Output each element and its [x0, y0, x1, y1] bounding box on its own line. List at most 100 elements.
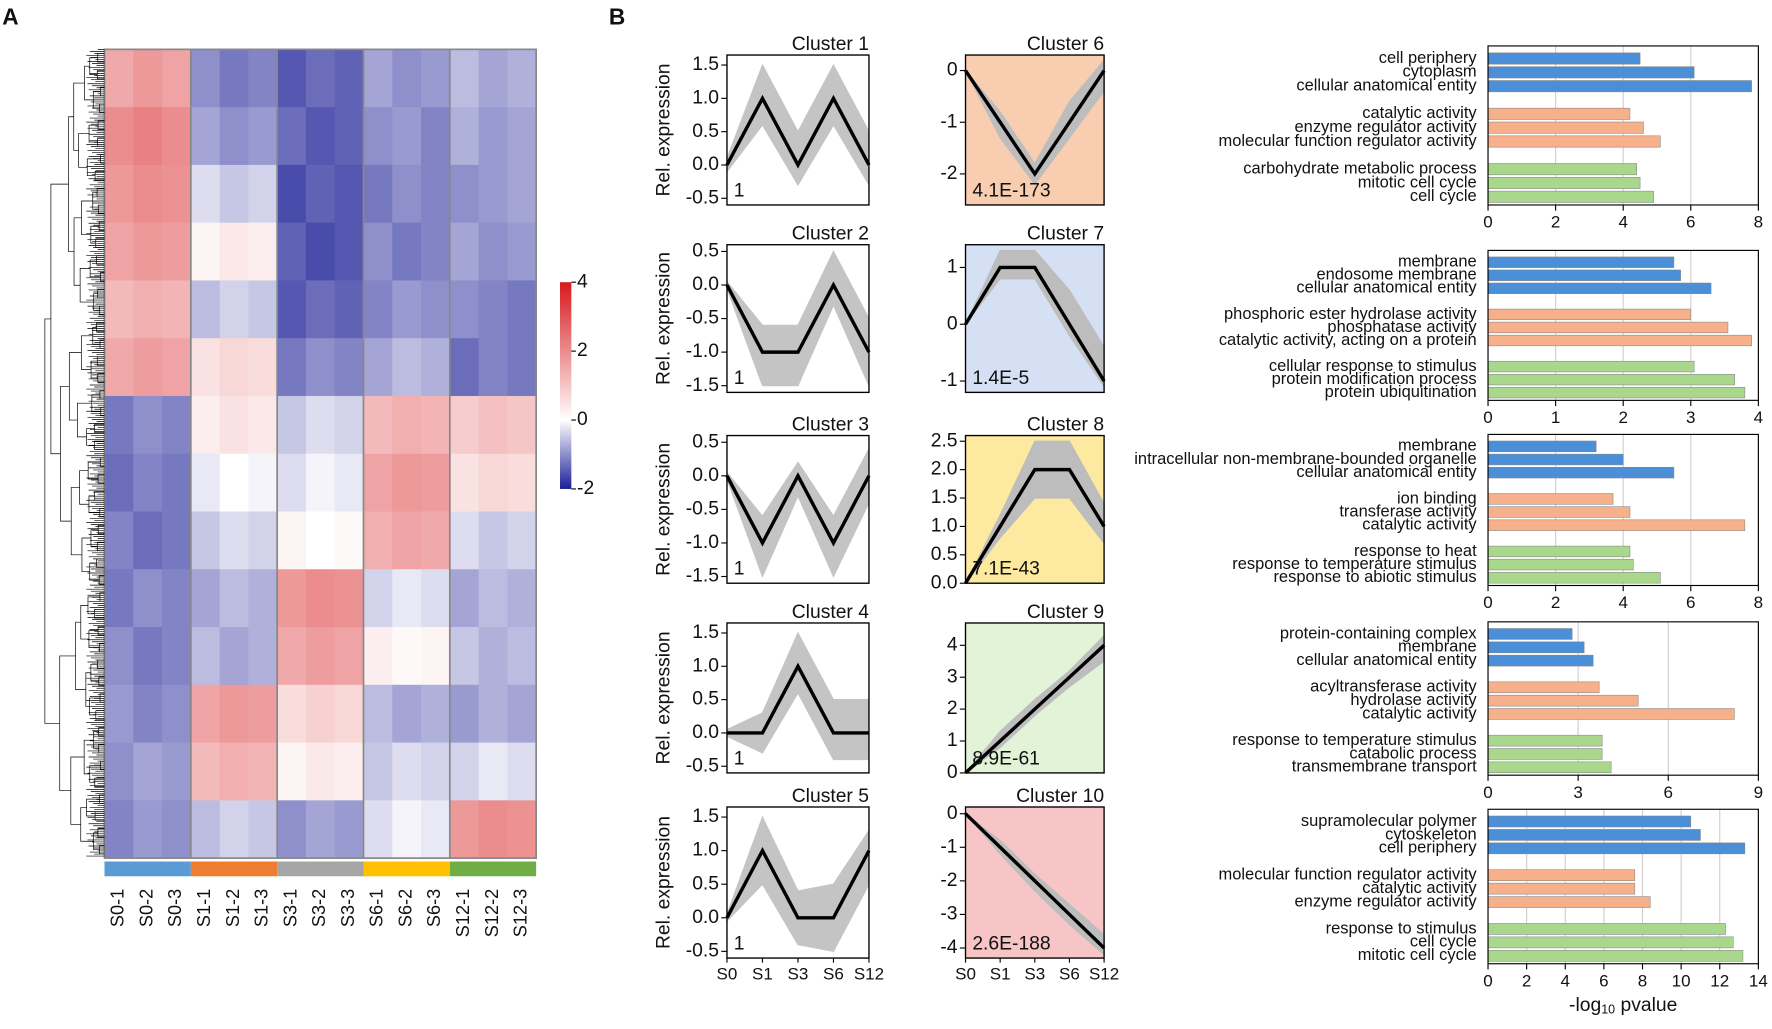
heatmap-cell — [162, 164, 192, 224]
y-tick-label: 1.5 — [692, 622, 719, 643]
heatmap-cell — [334, 222, 365, 281]
heatmap-cell — [277, 280, 307, 339]
bar-label: protein modification process — [1272, 370, 1477, 388]
heatmap-cell — [162, 395, 192, 455]
bar-label: enzyme regulator activity — [1295, 892, 1478, 910]
x-tick-label: S6 — [1059, 965, 1080, 984]
heatmap-cell — [449, 164, 480, 224]
bar-label: transferase activity — [1339, 502, 1477, 520]
heatmap-cell — [334, 511, 365, 570]
heatmap-cell — [104, 742, 134, 801]
y-tick-label: -1.5 — [686, 375, 719, 396]
y-tick-label: -1 — [940, 836, 957, 857]
plot-frame — [964, 434, 1105, 584]
heatmap-cell — [392, 569, 422, 628]
bar-label: membrane — [1398, 437, 1477, 455]
heatmap-cell — [248, 338, 278, 397]
bar — [1487, 936, 1734, 949]
bar-label: response to temperature stimulus — [1232, 731, 1476, 749]
heatmap-cell — [449, 684, 480, 744]
heatmap-cell — [305, 511, 336, 570]
colorbar-label: -2 — [577, 478, 594, 499]
x-tick-label: 9 — [1754, 783, 1763, 802]
mean-line — [964, 69, 1106, 178]
heatmap-cell — [104, 569, 134, 628]
heatmap-cell — [507, 107, 537, 166]
bar — [1487, 545, 1631, 558]
bar — [1487, 681, 1600, 694]
p-value: 1 — [734, 934, 745, 955]
heatmap-cell — [190, 453, 221, 513]
heatmap-cell — [334, 800, 365, 859]
x-tick-label: S1 — [990, 965, 1011, 984]
x-tick-label: S6 — [823, 965, 844, 984]
y-tick-label: -4 — [940, 937, 957, 958]
heatmap-cell — [449, 107, 480, 166]
heatmap-cell — [421, 49, 451, 108]
bar — [1487, 748, 1603, 760]
heatmap-cell — [248, 49, 278, 108]
heatmap-cell — [219, 280, 249, 339]
heatmap-cell — [478, 164, 508, 224]
heatmap-cell — [449, 49, 480, 108]
heatmap-cell — [190, 627, 221, 686]
y-tick-label: 0.5 — [692, 689, 719, 710]
bar-label: response to abiotic stimulus — [1273, 568, 1476, 586]
heatmap-cell — [104, 627, 134, 686]
x-tick-label: S0 — [955, 965, 976, 984]
p-value: 1 — [734, 180, 745, 201]
bar-label: transmembrane transport — [1292, 758, 1477, 776]
heatmap-cell — [392, 107, 422, 166]
heatmap-cell — [449, 453, 480, 513]
bar — [1487, 493, 1614, 505]
x-tick-label: 10 — [1672, 971, 1691, 990]
y-tick-label: -0.5 — [686, 940, 719, 961]
heatmap-cell — [162, 453, 192, 513]
heatmap-cell — [190, 222, 221, 281]
y-tick-label: 3 — [947, 666, 958, 687]
heatmap-cell — [190, 395, 221, 455]
x-axis-label-part: 10 — [1601, 1003, 1615, 1017]
heatmap-cell — [478, 338, 508, 397]
heatmap-cell — [190, 742, 221, 801]
mean-line — [725, 472, 871, 547]
mean-line — [725, 281, 871, 354]
group-bar — [104, 861, 191, 877]
heatmap-cell — [478, 453, 508, 513]
y-tick-label: -3 — [940, 904, 957, 925]
y-tick-label: 0.0 — [692, 907, 719, 928]
bar-label: cellular anatomical entity — [1296, 463, 1477, 481]
heatmap-cell — [305, 742, 336, 801]
heatmap-cell — [133, 684, 163, 744]
x-tick-label: 0 — [1483, 408, 1492, 427]
heatmap-cell — [133, 800, 163, 859]
colorbar — [559, 282, 572, 489]
bar-label: catalytic activity, acting on a protein — [1219, 331, 1477, 349]
bar-label: catalytic activity — [1362, 104, 1477, 122]
bar — [1487, 334, 1752, 347]
heatmap-cell — [478, 627, 508, 686]
x-tick-label: 2 — [1618, 408, 1627, 427]
heatmap-cell — [421, 800, 451, 859]
x-tick-label: 12 — [1710, 971, 1729, 990]
bar-label: protein ubiquitination — [1325, 383, 1477, 401]
heatmap-cell — [478, 684, 508, 744]
y-tick-label: 0.5 — [692, 241, 719, 262]
heatmap-cell — [277, 684, 307, 744]
group-bar — [277, 861, 364, 877]
heatmap-cell — [363, 569, 393, 628]
group-bar — [363, 861, 450, 877]
colorbar-label: 2 — [577, 340, 588, 361]
bar-label: catalytic activity — [1362, 704, 1477, 722]
heatmap-cell — [277, 107, 307, 166]
x-tick-label: S3 — [1024, 965, 1045, 984]
heatmap-cell — [219, 395, 249, 455]
bar-label: intracellular non-membrane-bounded organ… — [1134, 450, 1476, 468]
heatmap-cell — [421, 684, 451, 744]
heatmap-cell — [133, 222, 163, 281]
heatmap-cell — [478, 280, 508, 339]
plot-frame — [1487, 621, 1759, 776]
bar-label: protein-containing complex — [1280, 624, 1478, 642]
y-tick-label: 0 — [947, 803, 958, 824]
bar-label: cell cycle — [1410, 933, 1477, 951]
